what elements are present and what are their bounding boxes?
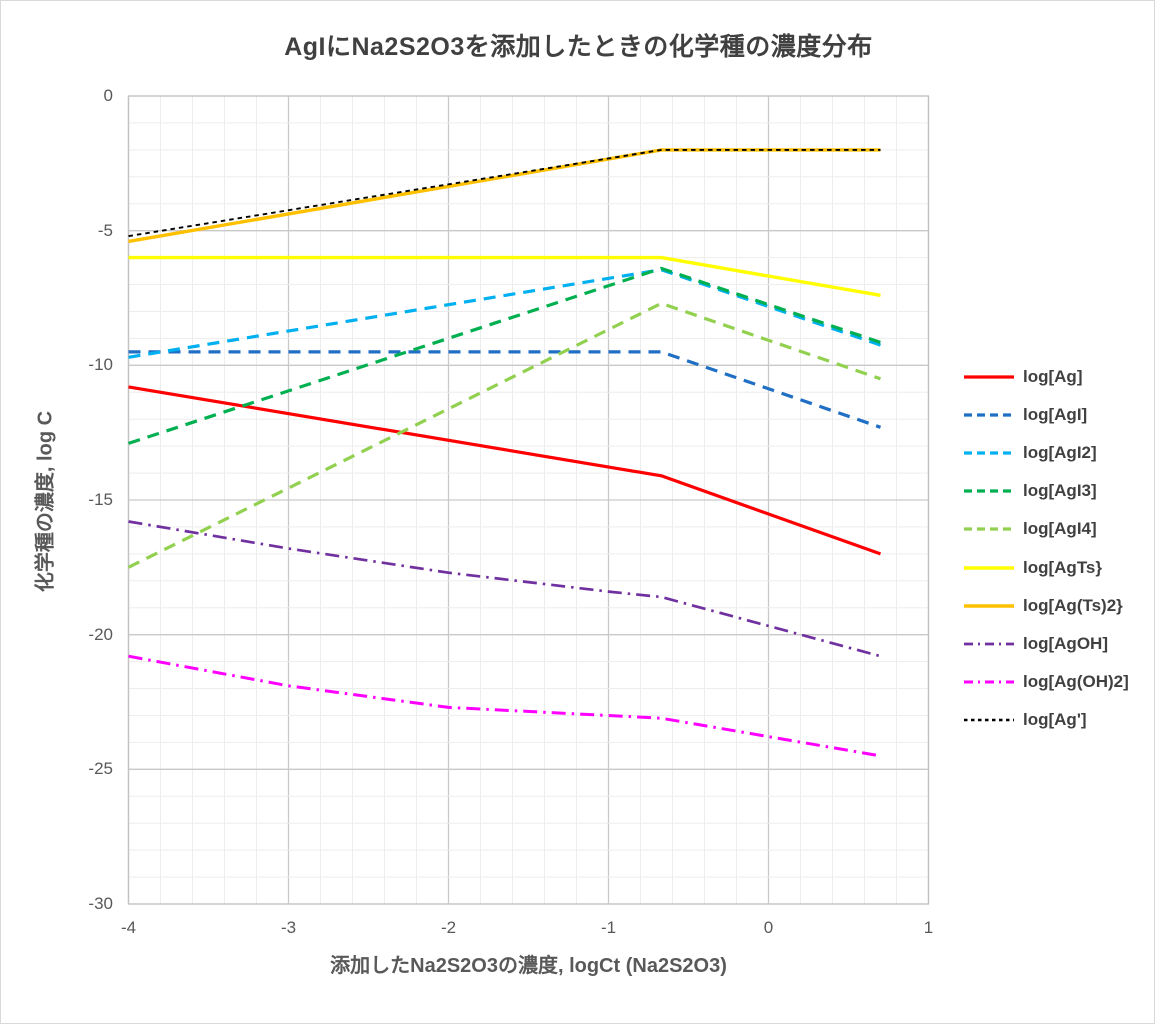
legend-label: log[Ag']	[1023, 709, 1087, 729]
legend-swatch	[964, 603, 1014, 608]
series-line-log[AgI2]	[128, 268, 882, 359]
legend-swatch	[964, 718, 1014, 722]
legend-item: log[Ag(Ts)2}	[964, 587, 1123, 625]
legend-item: log[AgI]	[964, 396, 1087, 434]
legend-swatch	[964, 413, 1014, 417]
legend-label: log[AgI4]	[1023, 519, 1097, 539]
series-line-log[Ag(OH)2]	[128, 654, 881, 758]
y-axis-title: 化学種の濃度, log C	[34, 410, 57, 593]
legend-swatch	[964, 527, 1014, 531]
x-tick-label: -3	[280, 918, 297, 937]
legend-label: log[AgTs}	[1023, 557, 1103, 577]
legend-item: log[Ag]	[964, 358, 1082, 396]
legend-label: log[AgI2]	[1023, 443, 1097, 463]
series-line-log[Ag']	[128, 148, 881, 238]
legend-swatch	[964, 375, 1014, 379]
legend-item: log[AgOH]	[964, 625, 1108, 663]
x-tick-label: -4	[120, 918, 137, 937]
legend-item: log[Ag(OH)2]	[964, 663, 1129, 701]
legend-item: log[AgI4]	[964, 510, 1097, 548]
plot-border	[127, 95, 930, 905]
legend-swatch	[964, 451, 1014, 455]
legend-item: log[AgTs}	[964, 549, 1102, 587]
y-tick-label: -10	[88, 355, 113, 375]
legend-item: log[AgI3]	[964, 472, 1097, 510]
x-tick-label: -2	[440, 918, 457, 937]
legend-item: log[AgI2]	[964, 434, 1097, 472]
y-tick-label: -25	[88, 759, 113, 779]
y-tick-label: -5	[97, 220, 113, 240]
y-tick-label: 0	[103, 86, 113, 105]
legend-swatch	[964, 680, 1014, 684]
series-line-log[Ag(Ts)2}	[128, 148, 881, 244]
legend-label: log[AgI]	[1023, 405, 1088, 425]
x-tick-label: 0	[763, 918, 774, 937]
series-line-log[AgI]	[128, 350, 882, 429]
x-tick-label: -1	[600, 918, 617, 937]
series-line-log[AgOH]	[128, 520, 881, 658]
legend-swatch	[964, 489, 1014, 493]
series-line-log[Ag]	[128, 385, 882, 556]
x-tick-label: 1	[923, 918, 934, 937]
series-line-log[AgI4]	[127, 301, 882, 569]
legend-label: log[AgI3]	[1023, 481, 1097, 501]
legend-label: log[Ag(Ts)2}	[1023, 595, 1123, 615]
y-tick-label: -20	[88, 624, 113, 644]
y-tick-label: -30	[88, 894, 113, 913]
series-line-log[AgTs}	[128, 255, 881, 297]
chart-title: AgIにNa2S2O3を添加したときの化学種の濃度分布	[284, 33, 873, 61]
legend-swatch	[964, 565, 1014, 570]
y-tick-label: -15	[88, 490, 113, 509]
legend-label: log[Ag]	[1023, 367, 1083, 386]
legend-label: log[Ag(OH)2]	[1023, 671, 1129, 691]
legend-label: log[AgOH]	[1023, 633, 1108, 653]
legend-swatch	[964, 642, 1014, 646]
series-line-log[AgI3]	[128, 266, 882, 445]
legend-item: log[Ag']	[964, 701, 1087, 739]
x-axis-title: 添加したNa2S2O3の濃度, logCt (Na2S2O3)	[330, 955, 727, 977]
